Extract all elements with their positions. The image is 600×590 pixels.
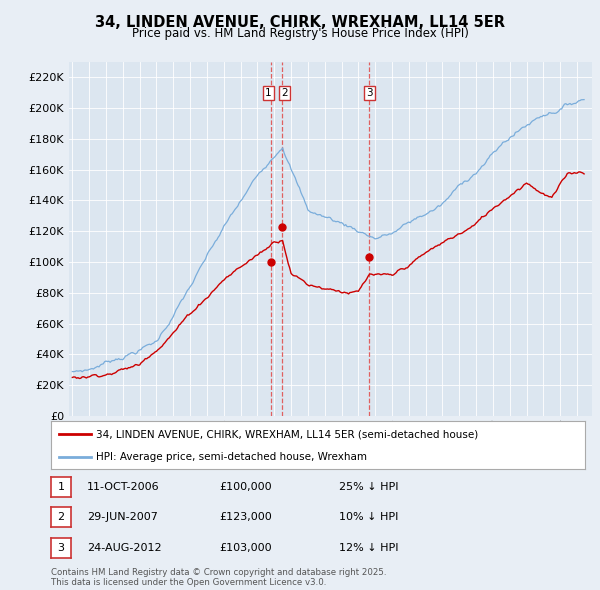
Text: £123,000: £123,000	[219, 513, 272, 522]
Text: 11-OCT-2006: 11-OCT-2006	[87, 482, 160, 491]
Text: 3: 3	[366, 88, 373, 98]
Text: HPI: Average price, semi-detached house, Wrexham: HPI: Average price, semi-detached house,…	[97, 452, 367, 462]
Text: 2: 2	[58, 513, 64, 522]
Text: Price paid vs. HM Land Registry's House Price Index (HPI): Price paid vs. HM Land Registry's House …	[131, 27, 469, 40]
Text: 29-JUN-2007: 29-JUN-2007	[87, 513, 158, 522]
Text: 3: 3	[58, 543, 64, 553]
Text: £100,000: £100,000	[219, 482, 272, 491]
Text: £103,000: £103,000	[219, 543, 272, 553]
Text: 34, LINDEN AVENUE, CHIRK, WREXHAM, LL14 5ER: 34, LINDEN AVENUE, CHIRK, WREXHAM, LL14 …	[95, 15, 505, 30]
Text: 1: 1	[265, 88, 272, 98]
Text: 34, LINDEN AVENUE, CHIRK, WREXHAM, LL14 5ER (semi-detached house): 34, LINDEN AVENUE, CHIRK, WREXHAM, LL14 …	[97, 429, 479, 439]
Text: 12% ↓ HPI: 12% ↓ HPI	[339, 543, 398, 553]
Text: 25% ↓ HPI: 25% ↓ HPI	[339, 482, 398, 491]
Text: 10% ↓ HPI: 10% ↓ HPI	[339, 513, 398, 522]
Text: 1: 1	[58, 482, 64, 491]
Text: 2: 2	[281, 88, 288, 98]
Text: Contains HM Land Registry data © Crown copyright and database right 2025.
This d: Contains HM Land Registry data © Crown c…	[51, 568, 386, 587]
Text: 24-AUG-2012: 24-AUG-2012	[87, 543, 161, 553]
